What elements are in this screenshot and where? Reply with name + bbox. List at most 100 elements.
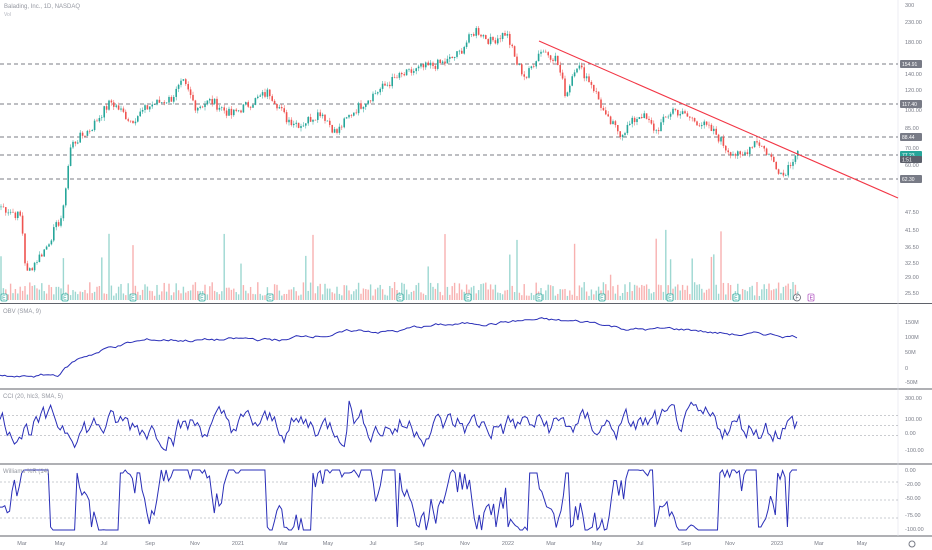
volume-bar <box>643 285 645 300</box>
volume-bar <box>749 287 751 300</box>
candle-body <box>367 100 369 104</box>
level-price-tag-label: 154.91 <box>902 62 918 68</box>
volume-bar <box>192 284 194 300</box>
candle-body <box>43 249 45 257</box>
candle-body <box>545 51 547 53</box>
time-axis-label: Jul <box>636 541 643 547</box>
volume-bar <box>115 293 117 300</box>
volume-bar <box>125 295 127 300</box>
volume-bar <box>648 288 650 300</box>
candle-body <box>427 62 429 66</box>
volume-bar <box>211 282 213 300</box>
candle-body <box>540 51 542 54</box>
candle-body <box>237 110 240 112</box>
volume-bar <box>223 233 225 300</box>
price-axis-tick-label: 70.00 <box>905 146 919 152</box>
williams-pane-label: Williams %R (14) <box>3 469 50 475</box>
volume-bar <box>391 288 393 300</box>
candle-body <box>261 92 264 96</box>
candle-body <box>787 165 789 176</box>
level-price-tag <box>900 60 922 68</box>
candle-body <box>9 211 12 213</box>
candle-body <box>578 65 581 69</box>
volume-bar <box>134 285 137 300</box>
volume-bar <box>545 290 547 300</box>
candle-body <box>561 72 564 79</box>
candle-body <box>295 122 297 124</box>
candle-body <box>377 92 379 94</box>
candle-body <box>5 207 7 213</box>
volume-bar <box>696 284 698 300</box>
volume-bar <box>38 289 41 300</box>
candle-body <box>343 118 345 128</box>
volume-bar <box>254 294 257 300</box>
candle-body <box>187 84 189 90</box>
candle-body <box>175 88 177 97</box>
volume-bar <box>113 295 115 300</box>
volume-bar <box>245 290 247 300</box>
candle-body <box>14 212 17 219</box>
volume-bar <box>91 293 93 300</box>
volume-bar <box>81 292 84 300</box>
volume-bar <box>518 292 521 300</box>
volume-bar <box>787 283 789 300</box>
candle-body <box>137 116 139 122</box>
candle-body <box>633 117 636 123</box>
earnings-marker <box>732 293 740 302</box>
candle-body <box>302 125 305 127</box>
candle-body <box>225 110 228 116</box>
volume-bar <box>317 286 319 300</box>
volume-bar <box>417 282 420 300</box>
time-axis-label: 2023 <box>771 541 783 547</box>
candle-body <box>523 74 525 77</box>
candle-body <box>533 66 535 67</box>
candle-body <box>593 84 595 92</box>
volume-bar <box>765 288 768 300</box>
williams-axis-tick-label: -75.00 <box>905 513 921 519</box>
earnings-marker-label: E <box>600 296 604 302</box>
volume-bar <box>626 291 629 300</box>
candle-body <box>69 147 72 166</box>
candle-body <box>33 262 36 271</box>
cci-line <box>0 400 798 452</box>
candle-body <box>254 98 257 105</box>
cci-axis-tick-label: -100.00 <box>905 448 924 454</box>
candle-body <box>686 113 689 117</box>
candle-body <box>338 126 341 133</box>
candle-body <box>765 148 768 155</box>
candle-body <box>674 108 677 110</box>
candle-body <box>624 133 626 135</box>
candle-body <box>281 107 283 109</box>
candle-body <box>353 112 355 116</box>
price-axis-tick-label: 120.00 <box>905 88 922 94</box>
volume-bar <box>233 288 235 300</box>
volume-bar <box>725 294 727 300</box>
candle-body <box>734 154 737 156</box>
candle-body <box>417 66 420 69</box>
volume-bar <box>333 293 336 300</box>
candle-body <box>50 240 53 245</box>
settings-gear-icon-ring <box>908 540 916 548</box>
volume-bar <box>29 282 31 300</box>
candle-body <box>756 141 758 143</box>
candle-body <box>667 116 669 118</box>
volume-bar <box>571 294 573 300</box>
level-price-tag-label: 88.44 <box>902 135 915 141</box>
settings-gear-icon[interactable] <box>908 540 916 548</box>
candle-body <box>12 211 14 213</box>
volume-bar <box>338 293 341 300</box>
obv-pane-label: OBV (SMA, 9) <box>3 309 42 315</box>
candle-body <box>276 104 278 109</box>
candle-body <box>422 64 425 68</box>
candle-body <box>509 33 511 45</box>
volume-bar <box>547 284 549 300</box>
candle-body <box>151 104 153 107</box>
volume-bar <box>389 285 391 300</box>
obv-axis-tick-label: -50M <box>905 380 918 386</box>
time-axis-label: May <box>592 541 603 547</box>
volume-bar <box>480 284 482 300</box>
candle-body <box>278 107 281 109</box>
candle-body <box>168 96 170 103</box>
candle-body <box>643 113 645 118</box>
